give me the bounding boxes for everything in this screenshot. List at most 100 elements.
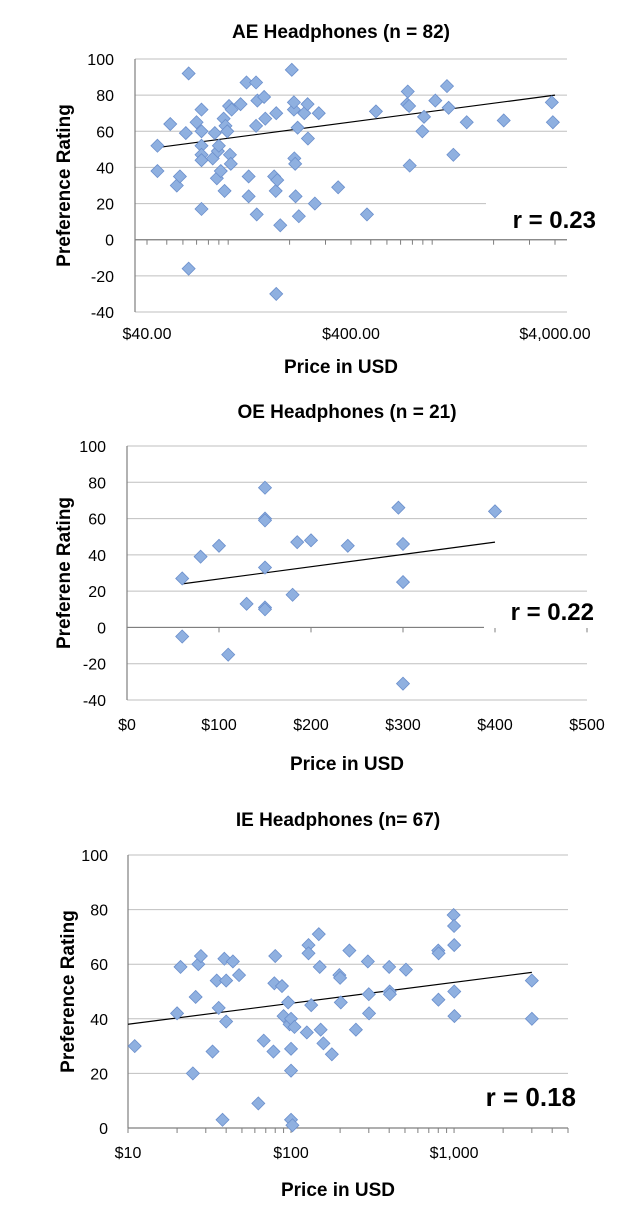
data-point [431,946,446,961]
data-point [194,124,209,139]
data-point [257,89,272,105]
data-point [181,66,196,81]
data-point [283,1063,299,1078]
data-point [395,536,411,552]
y-tick-label: 80 [88,475,106,492]
data-point [382,959,397,974]
y-tick-label: -40 [83,693,106,710]
data-point [524,973,539,988]
chart-title: OE Headphones (n = 21) [237,402,456,423]
y-axis-title: Preference Rating [58,910,79,1073]
data-point [268,948,283,964]
data-point [249,207,264,222]
data-point [257,560,273,575]
correlation-label: r = 0.18 [486,1082,576,1112]
data-point [257,602,273,617]
y-tick-label: -20 [83,657,106,674]
data-point [241,169,256,184]
data-point [221,647,236,662]
data-point [395,575,411,590]
data-point [213,163,228,179]
data-point [300,97,315,112]
y-tick-label: 0 [99,1121,108,1138]
x-tick-label: $100 [273,1145,309,1162]
data-point [249,118,264,133]
trendline [182,541,496,585]
data-point [170,1006,185,1021]
data-point [312,959,327,974]
data-point [211,138,226,153]
data-point [545,115,560,130]
data-point [487,504,503,519]
x-tick-label: $400 [477,717,513,734]
annotation-background [484,594,594,628]
data-point [189,115,204,130]
y-tick-label: 100 [81,848,108,865]
data-point [544,95,559,110]
data-point [178,126,193,141]
data-point [150,163,165,179]
trendline [157,94,556,149]
annotation-background [466,1080,576,1114]
data-point [415,124,430,139]
data-point [239,75,254,90]
data-point [194,201,209,217]
data-point [391,500,406,515]
data-point [211,538,227,553]
data-point [447,938,462,953]
chart-2: OE Headphones (n = 21) -40 -20 0 20 40 60 80 100… [54,402,605,775]
data-point [239,596,254,611]
data-point [431,992,446,1007]
data-point [331,180,346,195]
data-point [256,1033,271,1048]
data-point [284,62,299,77]
y-tick-label: 0 [105,233,114,250]
x-tick-label: $1,000 [430,1145,479,1162]
data-point [220,124,235,139]
data-point [324,1047,339,1062]
data-point [127,1039,142,1054]
data-point [342,943,357,958]
data-point [361,987,376,1002]
data-point [181,261,196,276]
data-point [402,98,417,114]
x-tick-label: $40.00 [123,326,172,343]
chart-3: IE Headphones (n= 67) 0 20 40 60 80 100 $10 $100… [58,810,576,1201]
y-tick-label: 40 [88,548,106,565]
y-tick-label: -20 [91,269,114,286]
data-point [233,97,248,112]
data-point [219,973,234,988]
data-point [205,1044,220,1059]
y-tick-label: 100 [87,52,114,69]
data-point [185,1066,200,1081]
y-axis-title: Preference Rating [54,104,75,267]
x-axis-title: Price in USD [281,1180,395,1201]
data-point [215,1112,230,1127]
data-point [219,1014,234,1029]
data-point [288,156,303,171]
chart-title: AE Headphones (n = 82) [232,22,450,43]
data-point [446,918,462,934]
data-point [257,513,273,528]
correlation-label: r = 0.22 [511,599,594,626]
data-point [223,156,238,171]
data-point [173,959,188,974]
data-point [382,987,397,1002]
data-point [207,126,222,141]
data-point [304,998,319,1013]
data-point [402,158,417,173]
data-point [163,116,178,132]
y-tick-label: 80 [96,88,114,105]
data-point [269,106,284,121]
y-tick-label: 20 [96,197,114,214]
data-point [446,147,461,162]
data-point [398,962,414,977]
data-point [316,1036,331,1051]
data-point [333,970,348,985]
data-point [428,93,443,108]
y-tick-label: -40 [91,305,114,322]
data-point [175,571,190,586]
data-point [188,989,203,1005]
data-point [524,1011,539,1026]
